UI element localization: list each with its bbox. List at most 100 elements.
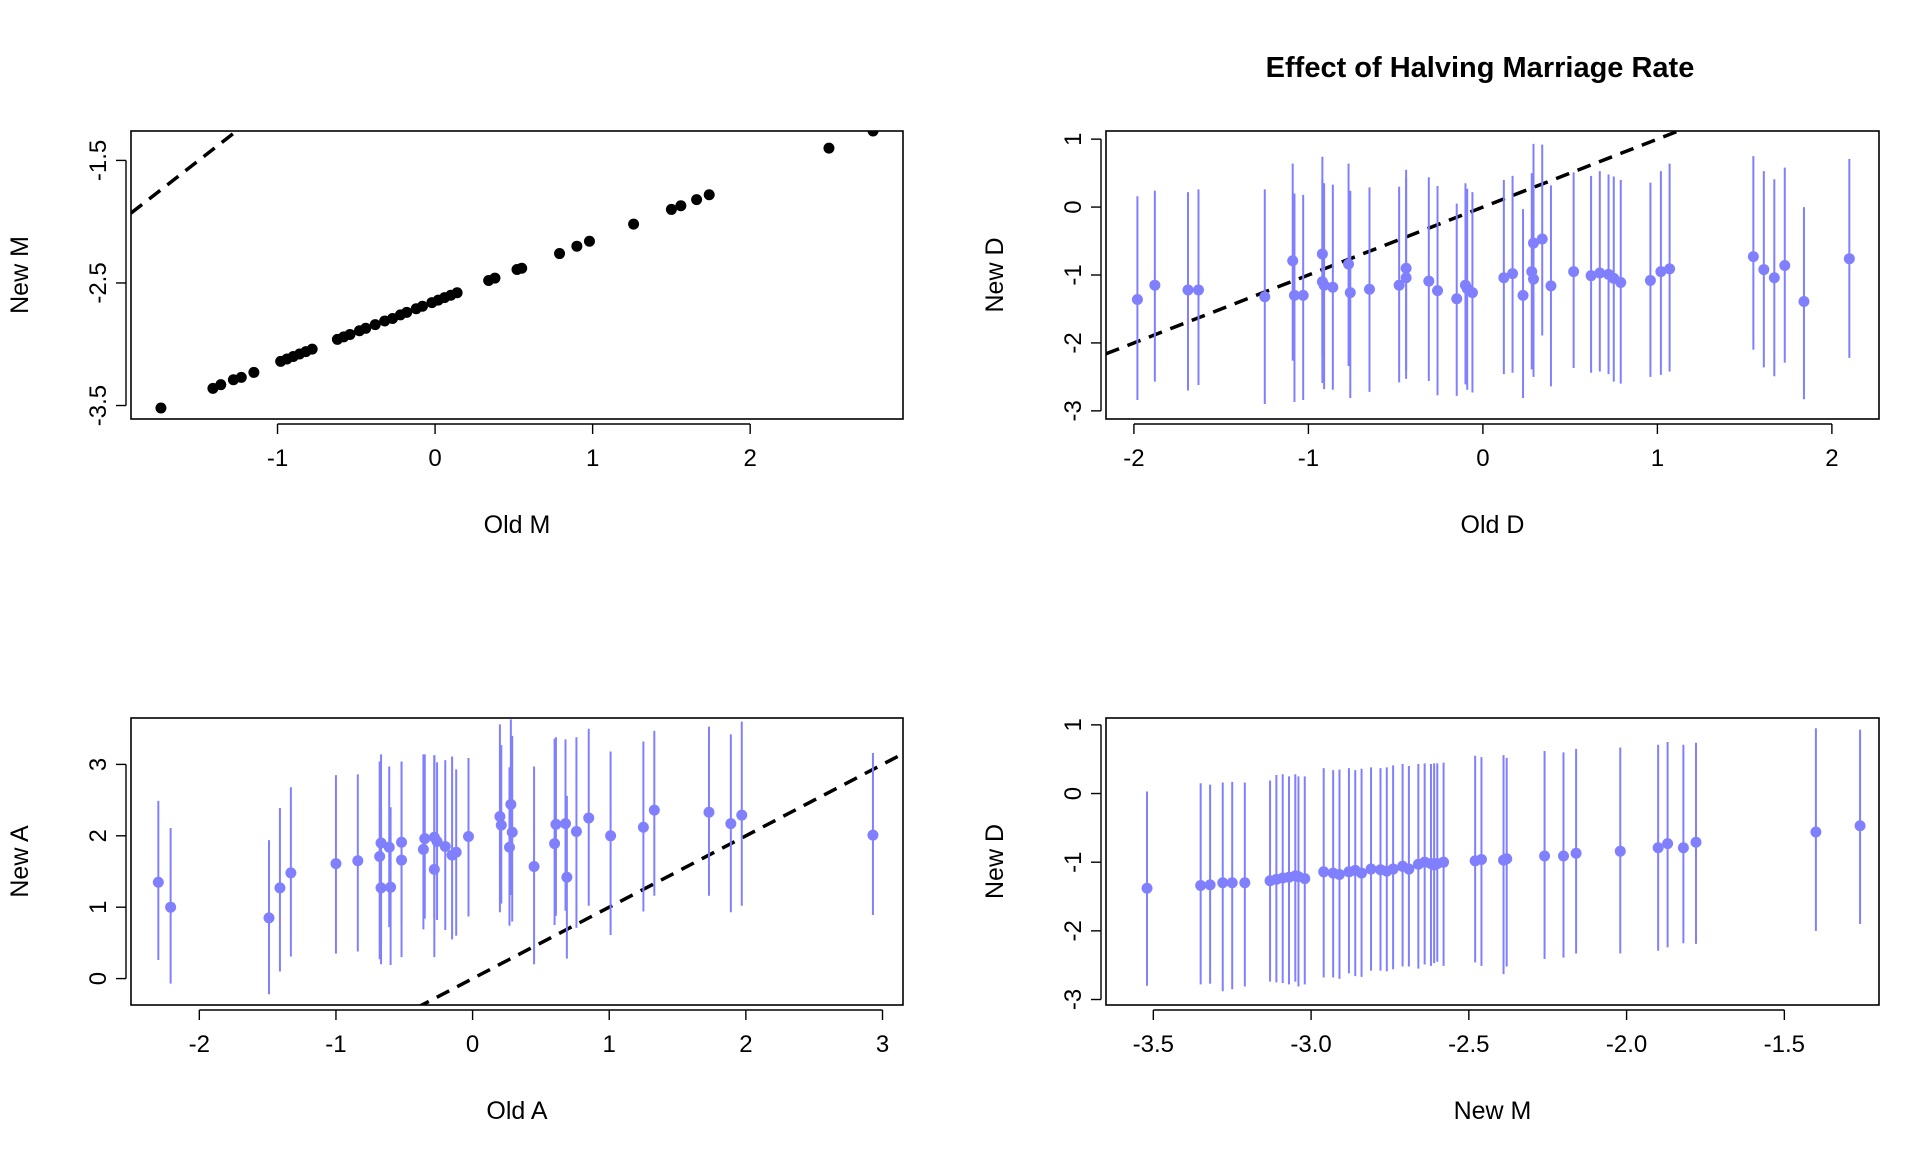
- x-tick-label: 0: [1476, 445, 1489, 472]
- data-point: [1131, 293, 1143, 305]
- data-point: [1182, 284, 1194, 296]
- data-point: [1568, 266, 1580, 278]
- data-point: [561, 871, 573, 883]
- x-tick-label: 0: [466, 1031, 479, 1058]
- data-point: [1539, 850, 1551, 862]
- data-point: [344, 328, 356, 340]
- data-point: [495, 819, 507, 831]
- y-axis-label: New M: [6, 236, 34, 314]
- data-point: [637, 821, 649, 833]
- x-tick-label: -2: [1123, 445, 1144, 472]
- data-point: [1226, 877, 1238, 889]
- y-tick-label: 1: [85, 901, 112, 914]
- plot-frame: [130, 717, 904, 1006]
- y-tick-label: -1: [1060, 852, 1087, 873]
- data-point: [1536, 233, 1548, 245]
- y-tick-label: 1: [1060, 718, 1087, 731]
- data-point: [736, 809, 748, 821]
- data-point: [306, 343, 318, 355]
- data-point: [1259, 291, 1271, 303]
- data-point: [494, 811, 506, 823]
- data-point: [1557, 850, 1569, 862]
- data-point: [1393, 279, 1405, 291]
- data-point: [450, 846, 462, 858]
- y-axis-label: New A: [6, 825, 34, 898]
- data-point: [1149, 279, 1161, 291]
- y-tick-label: -1.5: [85, 140, 112, 181]
- data-point: [1438, 856, 1450, 868]
- data-point: [1287, 255, 1299, 267]
- data-point: [417, 843, 429, 855]
- data-point: [1141, 882, 1153, 894]
- data-point: [560, 818, 572, 830]
- data-point: [583, 235, 595, 247]
- x-tick-label: -3.5: [1133, 1031, 1174, 1058]
- chart-panel-4: -3.5 -3.0 -2.5 -2.0 -1.5 -3 -2 -1 0 1 New M New D: [981, 717, 1880, 1125]
- x-tick-label: 2: [743, 445, 756, 472]
- data-point: [691, 194, 703, 206]
- x-tick-label: 1: [1651, 445, 1664, 472]
- data-point: [1690, 836, 1702, 848]
- plot-frame: [1105, 717, 1880, 1006]
- data-point: [1387, 863, 1399, 875]
- data-point: [1195, 880, 1207, 892]
- data-point: [1677, 842, 1689, 854]
- data-point: [1854, 820, 1866, 832]
- y-tick-label: 3: [85, 758, 112, 771]
- data-point: [1507, 268, 1519, 280]
- data-point: [1343, 258, 1355, 270]
- x-axis-label: Old A: [486, 1097, 547, 1125]
- data-point: [419, 833, 431, 845]
- data-point: [505, 798, 517, 810]
- chart-panel-3: -2 -1 0 1 2 3 0 1 2 3 Old A New A: [6, 717, 904, 1125]
- data-point: [549, 838, 561, 850]
- data-point: [1528, 237, 1540, 249]
- x-tick-label: -1: [1298, 445, 1319, 472]
- data-point: [1365, 863, 1377, 875]
- data-point: [1615, 276, 1627, 288]
- data-point: [383, 841, 395, 853]
- data-point: [1356, 867, 1368, 879]
- data-point: [1501, 853, 1513, 865]
- data-point: [1318, 866, 1330, 878]
- data-point: [155, 402, 167, 414]
- x-tick-label: -1: [267, 445, 288, 472]
- x-tick-label: 2: [739, 1031, 752, 1058]
- data-point: [1570, 847, 1582, 859]
- data-point: [628, 218, 640, 230]
- data-point: [570, 826, 582, 838]
- y-tick-label: -1: [1060, 264, 1087, 285]
- data-point: [1545, 280, 1557, 292]
- data-point: [462, 831, 474, 843]
- data-point: [1299, 873, 1311, 885]
- data-point: [550, 818, 562, 830]
- data-point: [1585, 270, 1597, 282]
- data-point: [1614, 845, 1626, 857]
- data-point: [1400, 272, 1412, 284]
- data-point: [1843, 253, 1855, 265]
- y-tick-label: 0: [1060, 200, 1087, 213]
- data-point: [675, 200, 687, 212]
- data-point: [1192, 284, 1204, 296]
- data-point: [823, 142, 835, 154]
- data-point: [416, 300, 428, 312]
- data-point: [1288, 289, 1300, 301]
- data-point: [152, 876, 164, 888]
- data-point: [1451, 293, 1463, 305]
- x-tick-label: 3: [876, 1031, 889, 1058]
- data-point: [1644, 274, 1656, 286]
- data-point: [1779, 259, 1791, 271]
- data-point: [1768, 272, 1780, 284]
- data-point: [1655, 266, 1667, 278]
- x-tick-label: -1.5: [1764, 1031, 1805, 1058]
- data-point: [401, 306, 413, 318]
- data-point: [1204, 879, 1216, 891]
- data-point: [1327, 281, 1339, 293]
- data-point: [1747, 251, 1759, 263]
- x-axis-label: New M: [1454, 1097, 1532, 1125]
- data-point: [1363, 283, 1375, 295]
- data-point: [703, 189, 715, 201]
- data-point: [375, 882, 387, 894]
- x-axis-label: Old D: [1461, 511, 1525, 539]
- data-point: [330, 858, 342, 870]
